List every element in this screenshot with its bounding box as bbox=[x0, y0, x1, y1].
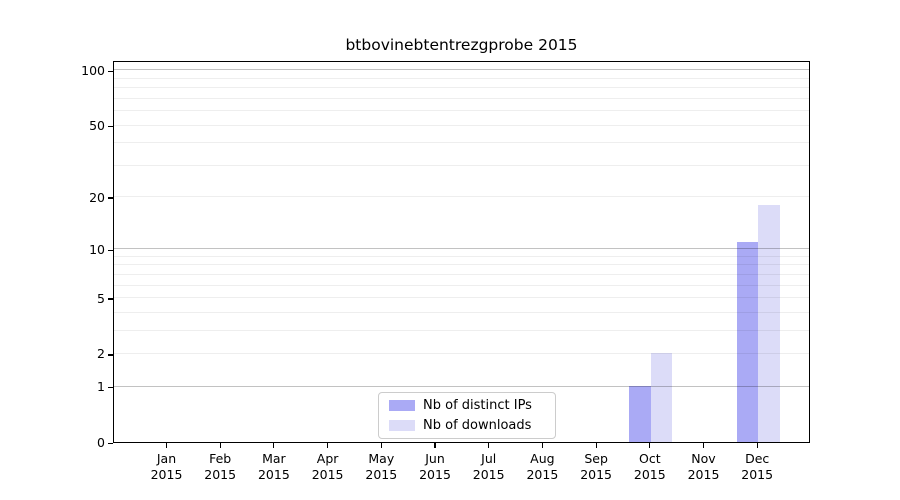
x-tick-label-dec: Dec 2015 bbox=[741, 451, 774, 482]
x-tick-label-mar: Mar 2015 bbox=[257, 451, 290, 482]
x-tick-label-may: May 2015 bbox=[365, 451, 398, 482]
x-tick-may bbox=[380, 443, 382, 448]
x-tick-jun bbox=[434, 443, 436, 448]
x-tick-label-feb: Feb 2015 bbox=[204, 451, 237, 482]
x-tick-label-sep: Sep 2015 bbox=[580, 451, 612, 482]
x-tick-label-apr: Apr 2015 bbox=[311, 451, 344, 482]
x-tick-jan bbox=[165, 443, 168, 448]
gridline-7 bbox=[114, 273, 809, 275]
bar-oct-downloads bbox=[650, 353, 673, 442]
x-tick-label-oct: Oct 2015 bbox=[633, 451, 666, 482]
y-tick-label-100: 100 bbox=[81, 62, 105, 78]
gridline-10 bbox=[114, 248, 809, 250]
gridline-60 bbox=[114, 110, 809, 112]
x-tick-dec bbox=[756, 443, 758, 448]
gridline-40 bbox=[114, 142, 809, 144]
y-tick-0 bbox=[108, 442, 113, 445]
x-tick-aug bbox=[541, 443, 543, 448]
gridline-4 bbox=[114, 311, 809, 313]
x-tick-feb bbox=[219, 443, 221, 448]
x-tick-oct bbox=[649, 443, 651, 448]
y-tick-50 bbox=[108, 125, 113, 128]
gridline-2 bbox=[114, 352, 809, 354]
chart-title: btbovinebtentrezgprobe 2015 bbox=[345, 36, 578, 54]
y-tick-100 bbox=[108, 70, 113, 73]
legend: Nb of distinct IPs Nb of downloads bbox=[378, 392, 556, 439]
x-tick-sep bbox=[595, 443, 597, 448]
x-tick-jul bbox=[488, 443, 490, 448]
x-tick-label-jan: Jan 2015 bbox=[150, 451, 183, 482]
gridline-50 bbox=[114, 124, 809, 126]
bar-dec-downloads bbox=[758, 204, 780, 442]
y-tick-label-10: 10 bbox=[89, 241, 105, 257]
x-tick-nov bbox=[702, 443, 705, 448]
legend-entry-distinct-ips: Nb of distinct IPs bbox=[389, 398, 545, 414]
bar-oct-distinct-ips bbox=[629, 386, 651, 442]
x-tick-label-jul: Jul 2015 bbox=[472, 451, 505, 482]
y-tick-5 bbox=[108, 298, 113, 300]
legend-label-downloads: Nb of downloads bbox=[423, 418, 532, 433]
y-tick-1 bbox=[108, 387, 113, 389]
gridline-100 bbox=[114, 69, 809, 71]
legend-swatch-downloads bbox=[389, 420, 415, 431]
bar-dec-distinct-ips bbox=[736, 241, 759, 442]
y-tick-label-5: 5 bbox=[97, 290, 105, 306]
gridline-9 bbox=[114, 255, 809, 257]
gridline-3 bbox=[114, 329, 809, 331]
gridline-8 bbox=[114, 264, 809, 266]
gridline-30 bbox=[114, 164, 809, 166]
y-tick-label-50: 50 bbox=[89, 118, 105, 134]
y-tick-label-20: 20 bbox=[89, 189, 105, 205]
gridline-1 bbox=[114, 385, 809, 387]
gridline-6 bbox=[114, 284, 809, 286]
y-tick-label-2: 2 bbox=[97, 346, 105, 362]
gridline-70 bbox=[114, 97, 809, 99]
y-tick-20 bbox=[108, 197, 113, 199]
y-tick-10 bbox=[108, 249, 113, 251]
legend-entry-downloads: Nb of downloads bbox=[389, 418, 545, 434]
y-tick-2 bbox=[108, 354, 113, 356]
x-tick-label-aug: Aug 2015 bbox=[526, 451, 559, 482]
gridline-90 bbox=[114, 77, 809, 79]
gridline-20 bbox=[114, 196, 809, 198]
x-tick-apr bbox=[327, 443, 329, 448]
x-tick-mar bbox=[273, 443, 275, 448]
x-tick-label-nov: Nov 2015 bbox=[687, 451, 720, 482]
y-tick-label-0: 0 bbox=[97, 435, 105, 450]
plot-area bbox=[113, 61, 810, 443]
legend-label-distinct-ips: Nb of distinct IPs bbox=[423, 398, 532, 413]
legend-swatch-distinct-ips bbox=[389, 400, 415, 411]
grid-layer bbox=[114, 62, 809, 442]
x-tick-label-jun: Jun 2015 bbox=[419, 451, 451, 482]
gridline-80 bbox=[114, 87, 809, 89]
bars-layer bbox=[114, 62, 809, 442]
y-tick-label-1: 1 bbox=[97, 379, 105, 395]
gridline-5 bbox=[114, 297, 809, 299]
